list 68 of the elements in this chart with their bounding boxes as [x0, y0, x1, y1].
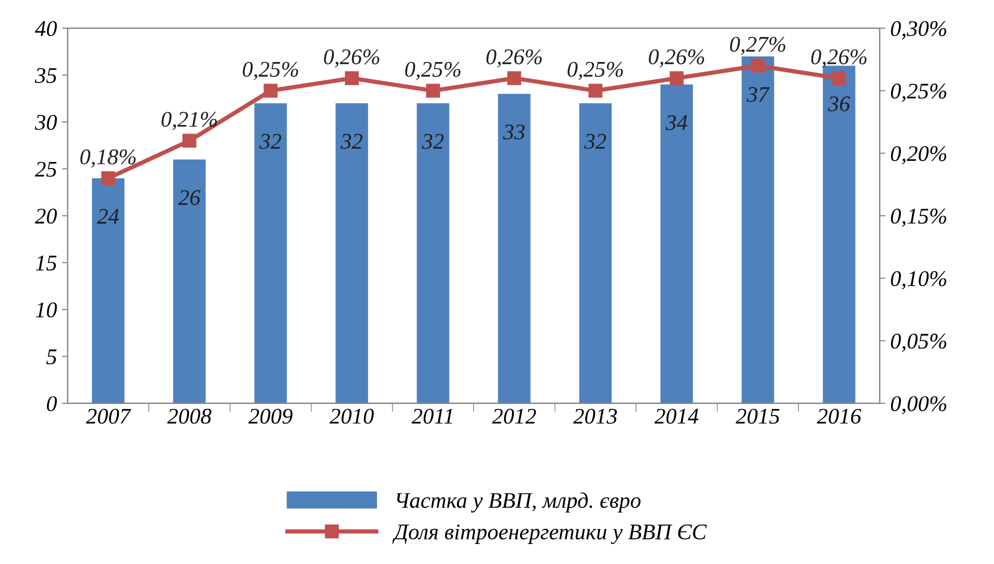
y-tick-label: 35	[34, 68, 57, 84]
data-label: 26	[178, 190, 200, 206]
data-label: 37	[746, 87, 770, 102]
data-label: 32	[584, 134, 606, 149]
point	[507, 71, 522, 86]
point	[264, 84, 278, 98]
data-label: 33	[503, 124, 525, 140]
point	[832, 71, 846, 86]
data-label: 0,27%	[730, 36, 786, 56]
bar	[173, 159, 206, 404]
data-label: 32	[259, 134, 282, 149]
data-label: 0,18%	[80, 149, 136, 168]
data-label: 0,25%	[405, 62, 460, 80]
bar	[336, 103, 368, 404]
bar	[579, 103, 612, 404]
y2-tick-label: 0,10%	[890, 271, 946, 290]
x-tick-label: 2008	[167, 408, 212, 424]
bar	[822, 66, 856, 404]
point	[588, 84, 602, 98]
point	[426, 84, 440, 98]
x-tick-label: 2009	[248, 408, 292, 424]
legend-label: Частка у ВВП, млрд. євро	[396, 492, 641, 513]
point	[182, 134, 196, 148]
y-tick-label: 40	[35, 21, 57, 36]
y-tick-label: 25	[34, 162, 57, 177]
x-tick-label: 2012	[492, 408, 536, 424]
data-label: 0,26%	[811, 49, 867, 68]
bar	[416, 103, 450, 404]
y2-tick-label: 0,25%	[890, 84, 946, 102]
data-label: 0,26%	[324, 49, 380, 68]
bar	[742, 56, 774, 404]
legend-label: Доля вітроенергетики у ВВП ЄС	[392, 524, 707, 544]
data-label: 0,26%	[486, 49, 542, 68]
x-tick-label: 2013	[573, 408, 617, 424]
bar	[254, 103, 287, 404]
x-tick-label: 2014	[654, 408, 698, 424]
y2-tick-label: 0,20%	[890, 146, 946, 164]
data-label: 0,25%	[568, 62, 623, 80]
y2-tick-label: 0,05%	[890, 334, 946, 352]
y-tick-label: 30	[34, 114, 57, 130]
data-label: 34	[666, 115, 688, 130]
data-label: 24	[97, 208, 119, 224]
y-tick-label: 5	[46, 350, 57, 364]
data-label: 0,21%	[162, 112, 217, 130]
y2-tick-label: 0,00%	[890, 396, 946, 414]
y-tick-label: 15	[36, 256, 57, 271]
point	[344, 71, 359, 86]
point	[101, 171, 116, 186]
x-tick-label: 2015	[736, 408, 780, 424]
y-tick-label: 10	[36, 302, 57, 318]
data-label: 0,26%	[648, 49, 704, 68]
y2-tick-label: 0,30%	[890, 21, 946, 40]
x-tick-label: 2016	[816, 408, 862, 424]
y2-tick-label: 0,15%	[890, 208, 946, 227]
point	[670, 71, 684, 86]
data-label: 36	[828, 96, 850, 112]
x-tick-label: 2007	[86, 408, 132, 424]
bar	[498, 94, 530, 404]
point	[750, 58, 765, 73]
data-label: 0,25%	[242, 62, 298, 80]
bar	[92, 178, 124, 404]
x-tick-label: 2010	[330, 408, 374, 424]
data-label: 32	[422, 134, 444, 149]
y-tick-label: 20	[34, 208, 57, 224]
bar	[660, 84, 693, 404]
y-tick-label: 0	[46, 396, 57, 412]
data-label: 32	[340, 134, 362, 149]
x-tick-label: 2011	[412, 408, 452, 424]
